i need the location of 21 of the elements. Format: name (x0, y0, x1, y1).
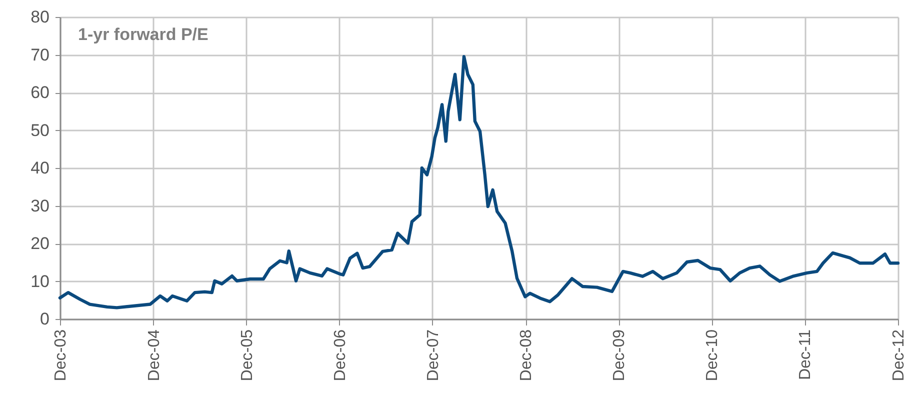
x-tick-label: Dec-10 (704, 329, 722, 382)
y-tick-label: 10 (30, 272, 50, 291)
x-tick-label: Dec-05 (238, 329, 256, 382)
x-tick-label: Dec-12 (890, 329, 908, 382)
y-tick-label: 30 (30, 196, 50, 216)
x-tick-label: Dec-09 (611, 329, 628, 382)
y-tick-label: 60 (30, 83, 50, 102)
line-series (58, 55, 900, 310)
y-tick-label: 80 (30, 8, 50, 26)
x-tick-label: Dec-06 (332, 329, 349, 382)
y-tick-label: 40 (30, 158, 50, 178)
y-tick-label: 70 (30, 45, 50, 64)
x-tick-label: Dec-11 (797, 329, 814, 380)
chart-title: 1-yr forward P/E (78, 25, 208, 44)
y-tick-label: 0 (40, 310, 50, 328)
x-tick-label: Dec-04 (146, 329, 163, 382)
x-tick-label: Dec-03 (52, 329, 70, 382)
x-tick-label: Dec-07 (424, 329, 442, 382)
x-tick-label: Dec-08 (518, 329, 536, 382)
y-tick-label: 20 (30, 234, 50, 253)
y-tick-label: 50 (30, 120, 50, 140)
